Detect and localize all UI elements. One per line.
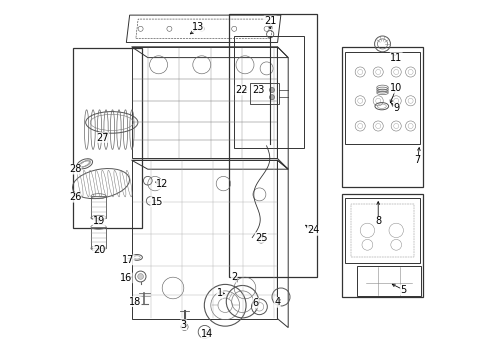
Text: 18: 18: [129, 297, 141, 307]
Text: 1: 1: [217, 288, 223, 298]
Circle shape: [138, 274, 144, 279]
Bar: [351, 204, 414, 257]
Text: 5: 5: [400, 285, 407, 295]
Text: 16: 16: [120, 273, 132, 283]
Bar: [91, 196, 106, 218]
Text: 4: 4: [274, 297, 280, 307]
Text: 25: 25: [255, 233, 268, 243]
Text: 19: 19: [93, 216, 105, 226]
Text: 27: 27: [97, 132, 109, 143]
Text: 26: 26: [69, 192, 81, 202]
Text: 8: 8: [375, 216, 381, 226]
Text: 14: 14: [201, 329, 213, 339]
Circle shape: [270, 87, 274, 93]
Text: 9: 9: [393, 103, 399, 113]
Text: 3: 3: [181, 320, 187, 330]
Text: 13: 13: [192, 22, 204, 32]
Bar: [342, 194, 423, 297]
Text: 12: 12: [156, 179, 169, 189]
Text: 23: 23: [252, 85, 265, 95]
Text: 10: 10: [390, 83, 402, 93]
Text: 21: 21: [264, 16, 276, 26]
Text: 2: 2: [231, 272, 237, 282]
Text: 28: 28: [69, 164, 81, 174]
Text: 17: 17: [122, 255, 134, 265]
Text: 7: 7: [415, 155, 421, 165]
Bar: [229, 14, 317, 277]
Bar: [73, 48, 142, 228]
Bar: [91, 227, 106, 248]
Text: 11: 11: [390, 53, 402, 63]
Circle shape: [270, 95, 274, 100]
Text: 15: 15: [150, 197, 163, 207]
Bar: [234, 36, 304, 148]
Text: 22: 22: [235, 85, 247, 95]
Bar: [342, 47, 423, 187]
Text: 20: 20: [93, 245, 105, 255]
Bar: [250, 83, 279, 104]
Text: 24: 24: [307, 225, 319, 235]
Text: 6: 6: [253, 298, 259, 308]
